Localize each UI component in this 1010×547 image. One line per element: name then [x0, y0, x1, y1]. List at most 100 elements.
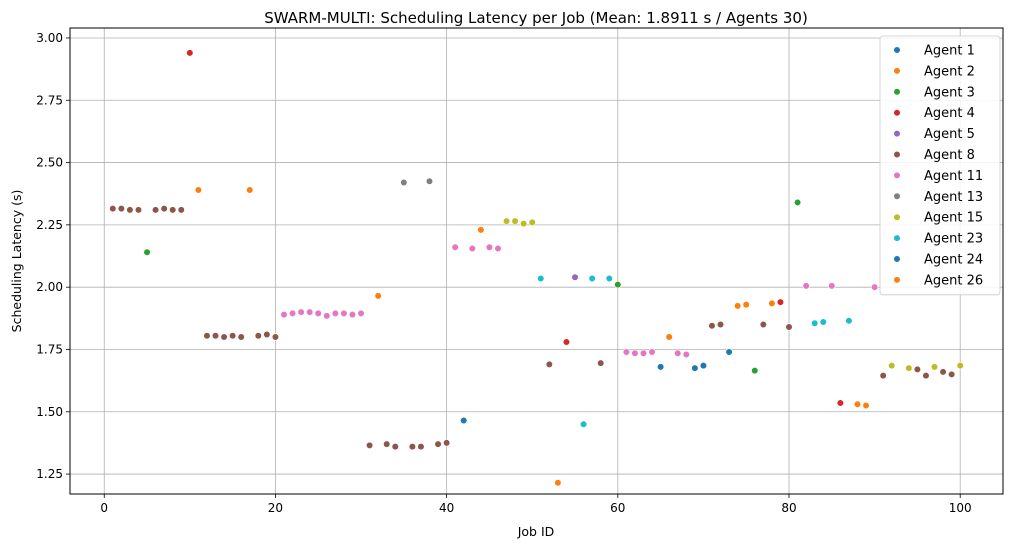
data-point — [665, 333, 673, 341]
data-point — [126, 206, 134, 214]
data-point — [417, 443, 425, 451]
data-point — [699, 362, 708, 370]
data-point — [554, 479, 562, 487]
data-point — [939, 368, 947, 376]
data-point — [203, 332, 211, 340]
legend-entry-label: Agent 26 — [924, 273, 983, 288]
data-point — [819, 318, 827, 326]
data-point — [323, 312, 331, 320]
legend-entry-label: Agent 2 — [924, 64, 975, 79]
data-point — [186, 49, 194, 57]
y-axis-label: Scheduling Latency (s) — [9, 190, 24, 333]
data-point — [682, 350, 690, 359]
data-point — [657, 363, 665, 371]
data-point — [793, 198, 802, 207]
data-point — [151, 206, 160, 214]
data-point — [520, 220, 528, 228]
data-point — [905, 364, 913, 372]
x-tick-label: 0 — [100, 501, 108, 515]
data-point — [862, 401, 870, 410]
data-point — [785, 323, 793, 331]
legend-entry-label: Agent 23 — [924, 232, 983, 247]
data-point — [716, 320, 725, 329]
chart-title: SWARM-MULTI: Scheduling Latency per Job … — [264, 9, 808, 27]
legend-marker — [893, 192, 901, 200]
legend-entry-label: Agent 1 — [924, 44, 975, 59]
data-point — [502, 217, 511, 225]
data-point — [494, 244, 502, 253]
data-point — [134, 206, 143, 214]
legend-entry-label: Agent 24 — [924, 253, 983, 268]
legend-marker — [893, 213, 901, 221]
y-tick-label: 1.25 — [36, 467, 63, 481]
data-point — [160, 205, 168, 213]
data-point — [956, 362, 964, 370]
data-point — [443, 439, 451, 447]
data-point — [306, 308, 314, 316]
legend-marker — [893, 150, 901, 159]
data-point — [177, 206, 185, 214]
data-point — [922, 372, 930, 380]
data-point — [408, 443, 416, 451]
data-point — [288, 309, 297, 317]
legend-marker — [893, 234, 901, 242]
data-point — [751, 367, 759, 375]
data-point — [545, 360, 553, 369]
legend-marker — [893, 130, 901, 138]
legend-entry-label: Agent 15 — [924, 211, 983, 226]
data-point — [365, 441, 374, 450]
y-tick-label: 2.25 — [36, 218, 63, 232]
data-point — [871, 283, 879, 291]
data-point — [314, 309, 322, 317]
data-point — [734, 302, 742, 310]
data-point — [725, 348, 733, 356]
data-point — [477, 226, 485, 234]
legend-box — [879, 35, 1001, 296]
legend-entry-label: Agent 5 — [924, 127, 975, 142]
x-axis-label: Job ID — [517, 524, 555, 539]
data-point — [605, 274, 613, 283]
data-point — [271, 333, 280, 341]
data-point — [485, 243, 494, 251]
data-point — [383, 440, 391, 448]
data-point — [434, 440, 442, 448]
data-point — [348, 310, 357, 319]
data-point — [948, 370, 956, 378]
data-point — [845, 317, 853, 325]
data-point — [357, 309, 365, 317]
data-point — [143, 248, 151, 256]
data-point — [511, 217, 519, 225]
data-point — [229, 332, 237, 340]
legend-entry-label: Agent 4 — [924, 106, 975, 121]
data-point — [571, 273, 579, 281]
data-point — [768, 299, 776, 307]
legend-entry-label: Agent 11 — [924, 169, 983, 184]
data-point — [211, 332, 220, 340]
data-point — [280, 310, 288, 319]
data-point — [674, 349, 682, 357]
data-point — [708, 322, 716, 330]
legend-marker — [893, 46, 901, 54]
data-point — [802, 282, 810, 290]
data-point — [930, 363, 939, 371]
data-point — [194, 186, 202, 194]
x-tick-label: 80 — [781, 501, 796, 515]
legend-marker — [893, 109, 901, 117]
data-point — [836, 399, 844, 407]
x-tick-label: 40 — [439, 501, 454, 515]
data-point — [562, 338, 571, 346]
legend-marker — [893, 171, 901, 179]
legend: Agent 1 Agent 2 Agent 3 Agent 4 Agent 5 Agent… — [879, 35, 1001, 296]
data-point — [246, 186, 254, 194]
x-tick-label: 60 — [610, 501, 625, 515]
data-point — [451, 243, 459, 251]
data-point — [888, 362, 896, 370]
legend-marker — [893, 255, 901, 263]
axis-ticks: 0 20 40 60 80 100 1.25 1.50 1.75 2.00 2.25 2.50 2.75… — [36, 31, 971, 515]
y-tick-label: 1.50 — [36, 405, 63, 419]
data-point — [648, 348, 656, 356]
data-point — [759, 320, 767, 329]
data-point — [913, 365, 922, 374]
legend-marker — [893, 276, 901, 284]
